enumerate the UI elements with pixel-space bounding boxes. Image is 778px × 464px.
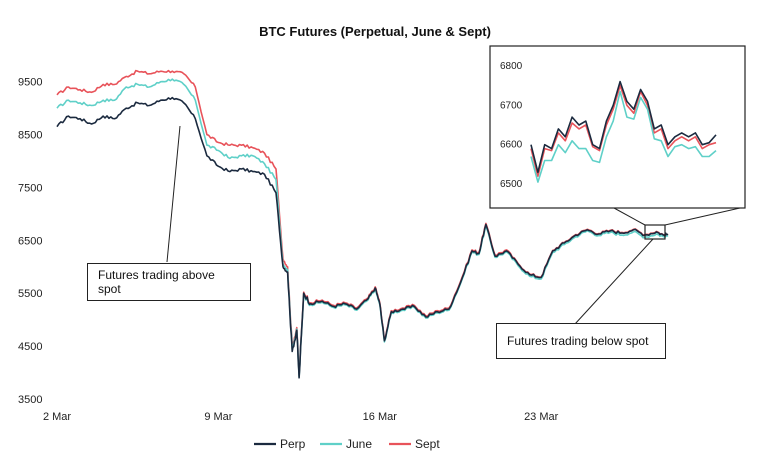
chart-title: BTC Futures (Perpetual, June & Sept) xyxy=(259,24,491,39)
legend-label-june: June xyxy=(346,437,372,451)
series-lines xyxy=(56,69,669,379)
y-tick-label: 9500 xyxy=(18,77,42,89)
annotation-line-above xyxy=(166,125,181,263)
inset-line-june xyxy=(530,90,717,183)
zoom-marker-box xyxy=(644,224,666,240)
legend-label-perp: Perp xyxy=(280,437,306,451)
inset-axis-ticks: 6500 6600 6700 6800 xyxy=(500,61,523,190)
legend-label-sept: Sept xyxy=(415,437,440,451)
annotation-above-spot: Futures trading above spot xyxy=(87,263,251,301)
y-axis-ticks: 3500 4500 5500 6500 7500 8500 9500 xyxy=(18,77,42,406)
y-tick-label: 7500 xyxy=(18,182,42,194)
legend: Perp June Sept xyxy=(254,437,440,451)
inset-y-tick-label: 6700 xyxy=(500,100,523,111)
y-tick-label: 6500 xyxy=(18,235,42,247)
annotation-line-below xyxy=(574,238,654,325)
y-tick-label: 8500 xyxy=(18,130,42,142)
zoom-connector-left xyxy=(613,207,646,226)
inset-line-sept xyxy=(530,84,717,177)
inset-y-tick-label: 6800 xyxy=(500,61,523,72)
zoom-connector-right xyxy=(664,207,741,226)
annotation-below-spot: Futures trading below spot xyxy=(496,323,666,359)
y-tick-label: 3500 xyxy=(18,394,42,406)
inset-y-tick-label: 6600 xyxy=(500,140,523,151)
y-tick-label: 4500 xyxy=(18,341,42,353)
inset-frame xyxy=(489,45,746,209)
inset-line-perp xyxy=(530,80,717,174)
x-axis-ticks: 2 Mar 9 Mar 16 Mar 23 Mar xyxy=(43,411,559,423)
x-tick-label: 23 Mar xyxy=(524,411,559,423)
x-tick-label: 9 Mar xyxy=(204,411,232,423)
y-tick-label: 5500 xyxy=(18,288,42,300)
x-tick-label: 16 Mar xyxy=(363,411,398,423)
series-line-perp xyxy=(56,96,669,379)
inset-series-lines xyxy=(530,80,717,183)
x-tick-label: 2 Mar xyxy=(43,411,71,423)
inset-y-tick-label: 6500 xyxy=(500,179,523,190)
